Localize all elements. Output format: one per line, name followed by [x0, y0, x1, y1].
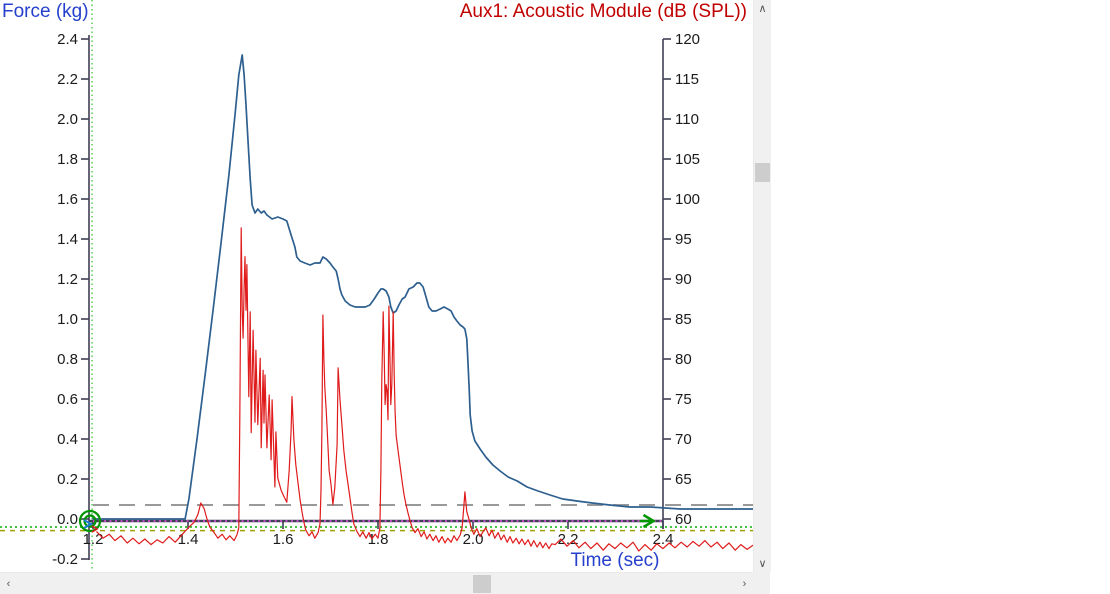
- x-axis-tick-label: 1.4: [178, 531, 199, 548]
- chart-plot-area: 2.4 2.2 2.0 1.8 1.6 1.4 1.2 1.0 0.8 0.6 0.4 0.2 0.0 -…: [0, 0, 754, 571]
- right-axis-tick-label: 115: [675, 71, 699, 88]
- left-axis-tick-label: 0.6: [57, 391, 78, 408]
- x-axis-tick-label: 1.8: [368, 531, 389, 548]
- right-axis-tick-label: 120: [675, 31, 700, 48]
- vertical-scrollbar-thumb[interactable]: [755, 163, 770, 182]
- right-axis-tick-label: 95: [675, 231, 692, 248]
- left-axis-tick-label: 1.8: [57, 151, 78, 168]
- x-axis-tick-label: 2.2: [558, 531, 579, 548]
- right-axis-title: Aux1: Acoustic Module (dB (SPL)): [459, 1, 747, 22]
- left-axis-title: Force (kg): [2, 1, 89, 22]
- right-axis-tick-label: 100: [675, 191, 700, 208]
- x-axis-title: Time (sec): [570, 550, 660, 571]
- left-axis-tick-label: 0.4: [57, 431, 78, 448]
- left-axis-tick-label: 2.0: [57, 111, 78, 128]
- left-axis-tick-label: 0.0: [57, 511, 78, 528]
- left-axis-tick-label: 2.4: [57, 31, 78, 48]
- left-axis-tick-label: -0.2: [52, 551, 78, 568]
- start-anchor-outer-circle-icon: [78, 509, 102, 533]
- x-axis-tick-label: 1.6: [273, 531, 294, 548]
- right-axis-tick-label: 70: [675, 431, 692, 448]
- scroll-right-icon[interactable]: ›: [742, 578, 747, 590]
- right-axis-tick-label: 60: [675, 511, 692, 528]
- left-axis-tick-label: 1.0: [57, 311, 78, 328]
- right-axis-tick-label: 110: [675, 111, 699, 128]
- right-axis-tick-label: 105: [675, 151, 700, 168]
- right-axis-tick-label: 80: [675, 351, 692, 368]
- force-curve: [92, 54, 754, 520]
- vertical-scrollbar[interactable]: ∧ ∨: [753, 0, 771, 572]
- left-axis-tick-label: 2.2: [57, 71, 78, 88]
- x-axis-tick-label: 1.2: [83, 531, 104, 548]
- start-anchor-red-arrow-icon: [91, 525, 99, 533]
- start-anchor-blue-arrow-icon: [83, 519, 94, 529]
- scroll-up-icon[interactable]: ∧: [758, 3, 767, 15]
- horizontal-scrollbar-thumb[interactable]: [473, 575, 491, 593]
- end-anchor-arrow-icon: [642, 513, 657, 529]
- horizontal-scrollbar[interactable]: ‹ ›: [0, 572, 753, 594]
- acoustic-curve: [96, 227, 754, 552]
- left-axis-tick-label: 0.8: [57, 351, 78, 368]
- scrollbar-corner: [753, 572, 770, 594]
- left-axis-tick-label: 0.2: [57, 471, 78, 488]
- x-axis-tick-label: 2.0: [463, 531, 484, 548]
- left-axis-tick-label: 1.4: [57, 231, 78, 248]
- right-axis-tick-label: 85: [675, 311, 692, 328]
- left-axis-tick-label: 1.2: [57, 271, 78, 288]
- left-axis-tick-label: 1.6: [57, 191, 78, 208]
- right-axis-tick-label: 75: [675, 391, 692, 408]
- scroll-down-icon[interactable]: ∨: [758, 558, 767, 570]
- right-axis-tick-label: 65: [675, 471, 692, 488]
- scroll-left-icon[interactable]: ‹: [6, 578, 11, 590]
- right-axis-tick-label: 90: [675, 271, 692, 288]
